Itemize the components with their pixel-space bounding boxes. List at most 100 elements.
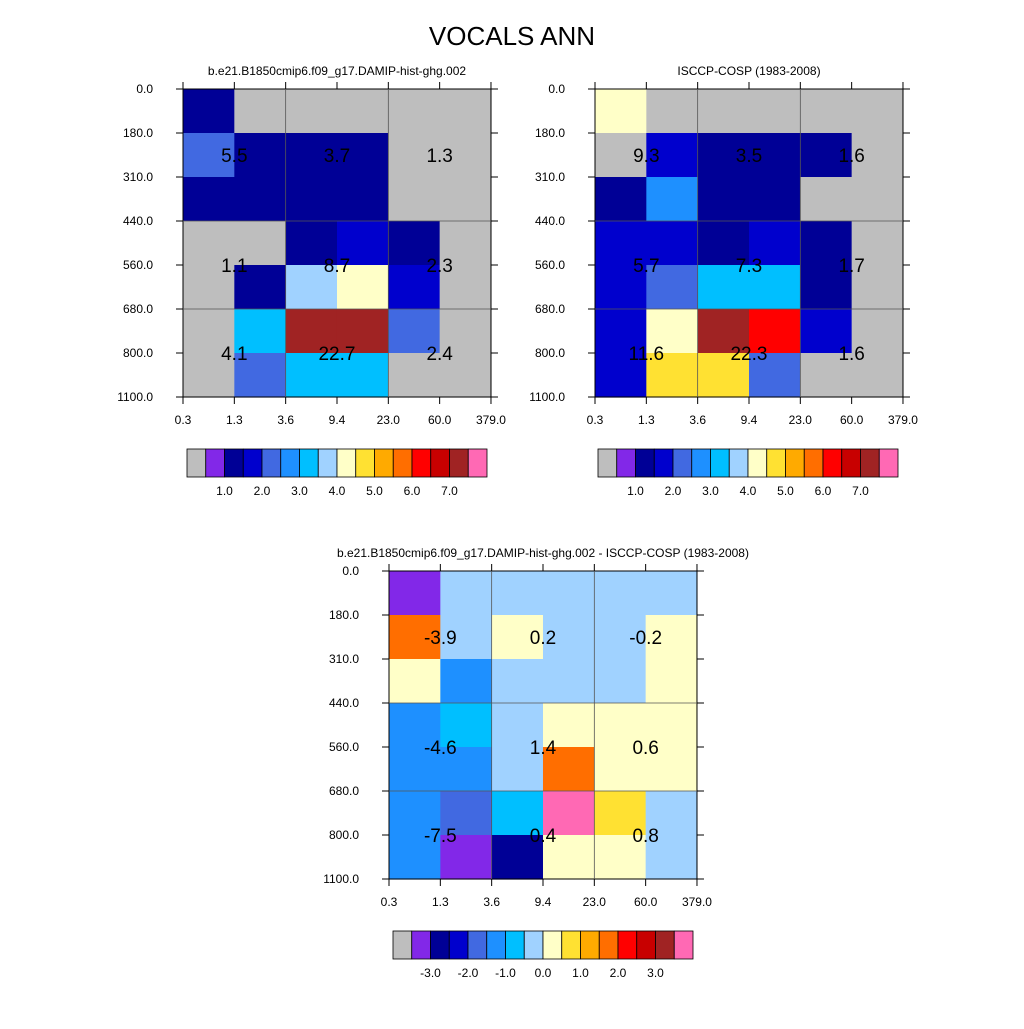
- heatmap-cell: [389, 747, 441, 792]
- colorbar-swatch: [355, 448, 375, 478]
- x-tick-label: 23.0: [377, 413, 401, 427]
- block-value-label: -0.2: [629, 628, 662, 649]
- colorbar-label: 1.0: [216, 484, 233, 498]
- x-tick-label: 1.3: [432, 895, 449, 909]
- x-tick-label: 3.6: [689, 413, 706, 427]
- heatmap-cell: [336, 177, 389, 222]
- heatmap-cell: [594, 835, 647, 880]
- x-tick-label: 9.4: [741, 413, 758, 427]
- y-tick-label: 180.0: [535, 126, 565, 140]
- block-value-label: 8.7: [324, 256, 350, 277]
- x-tick-label: 1.3: [638, 413, 655, 427]
- colorbar-swatch: [430, 930, 450, 960]
- block-value-label: 0.6: [632, 738, 658, 759]
- heatmap-cell: [439, 133, 492, 178]
- colorbar-swatch: [224, 448, 244, 478]
- x-tick-label: 23.0: [789, 413, 813, 427]
- colorbar-label: 3.0: [702, 484, 719, 498]
- block-value-label: 0.4: [530, 826, 557, 847]
- heatmap-cell: [491, 747, 544, 792]
- y-tick-label: 180.0: [329, 608, 359, 622]
- heatmap-cell: [388, 221, 441, 266]
- heatmap-cell: [800, 265, 853, 310]
- heatmap-cell: [800, 177, 853, 222]
- heatmap-cell: [440, 747, 493, 792]
- y-tick-label: 800.0: [329, 828, 359, 842]
- colorbar-swatch: [822, 448, 843, 478]
- y-tick-label: 440.0: [535, 214, 565, 228]
- colorbar-swatch: [617, 930, 638, 960]
- heatmap-cell: [336, 89, 389, 134]
- y-tick-label: 310.0: [123, 170, 153, 184]
- heatmap-cell: [594, 659, 647, 704]
- heatmap-cell: [491, 659, 544, 704]
- colorbar-swatch: [878, 448, 899, 478]
- colorbar-swatch: [728, 448, 749, 478]
- colorbar-swatch: [430, 448, 450, 478]
- heatmap-cell: [697, 221, 750, 266]
- heatmap-cell: [285, 221, 338, 266]
- heatmap-cell: [800, 221, 853, 266]
- heatmap-cell: [234, 265, 287, 310]
- colorbar-swatch: [336, 448, 357, 478]
- heatmap-panel-3: 0.3 1.3 3.6 9.4 23.0 60.0 379.0 0.0 180.0 310.0 44…: [323, 546, 749, 980]
- colorbar-swatch: [467, 448, 488, 478]
- panel-title: b.e21.B1850cmip6.f09_g17.DAMIP-hist-ghg.…: [337, 546, 749, 560]
- heatmap-cell: [439, 177, 492, 222]
- colorbar-label: 4.0: [740, 484, 757, 498]
- heatmap-cell: [234, 89, 287, 134]
- heatmap-cell: [542, 747, 595, 792]
- colorbar-label: 5.0: [366, 484, 383, 498]
- colorbar-swatch: [636, 930, 656, 960]
- heatmap-cell: [491, 615, 544, 660]
- heatmap-cell: [594, 791, 647, 836]
- x-tick-label: 60.0: [840, 413, 864, 427]
- x-tick-label: 3.6: [483, 895, 500, 909]
- colorbar-label: 2.0: [665, 484, 682, 498]
- colorbar-swatch: [766, 448, 786, 478]
- colorbar-swatch: [653, 448, 674, 478]
- heatmap-cell: [285, 309, 338, 354]
- y-tick-label: 680.0: [329, 784, 359, 798]
- block-value-label: -7.5: [424, 826, 457, 847]
- heatmap-cell: [646, 309, 699, 354]
- heatmap-cell: [389, 659, 441, 704]
- colorbar-label: -1.0: [495, 966, 516, 980]
- block-value-label: 1.6: [838, 146, 864, 167]
- colorbar-swatch: [785, 448, 805, 478]
- y-tick-label: 180.0: [123, 126, 153, 140]
- block-value-label: 1.7: [838, 256, 864, 277]
- y-tick-label: 800.0: [123, 346, 153, 360]
- colorbar-swatch: [691, 448, 711, 478]
- heatmap-cell: [542, 835, 595, 880]
- heatmap-cell: [645, 703, 698, 748]
- colorbar-swatch: [597, 448, 618, 478]
- heatmap-cell: [595, 265, 647, 310]
- heatmap-cell: [748, 221, 801, 266]
- colorbar-label: 6.0: [404, 484, 421, 498]
- colorbar-swatch: [561, 930, 581, 960]
- heatmap-cell: [440, 835, 493, 880]
- colorbar-swatch: [411, 930, 431, 960]
- heatmap-cell: [595, 309, 647, 354]
- heatmap-cell: [594, 571, 647, 616]
- heatmap-cell: [183, 89, 235, 134]
- heatmap-panel-1: 0.3 1.3 3.6 9.4 23.0 60.0 379.0 0.0 180.0 310.0 44…: [117, 64, 506, 498]
- x-tick-label: 379.0: [476, 413, 506, 427]
- heatmap-cell: [748, 265, 801, 310]
- heatmap-cell: [800, 353, 853, 398]
- colorbar-swatch: [673, 930, 694, 960]
- colorbar-label: 1.0: [627, 484, 644, 498]
- heatmap-cell: [645, 571, 698, 616]
- heatmap-cell: [851, 89, 904, 134]
- heatmap-cell: [645, 747, 698, 792]
- heatmap-cell: [491, 703, 544, 748]
- heatmap-cell: [697, 353, 750, 398]
- colorbar-swatch: [710, 448, 730, 478]
- panel-title: b.e21.B1850cmip6.f09_g17.DAMIP-hist-ghg.…: [208, 64, 466, 78]
- heatmap-cell: [389, 571, 441, 616]
- heatmap-cell: [440, 791, 493, 836]
- y-tick-label: 310.0: [329, 652, 359, 666]
- x-tick-label: 379.0: [682, 895, 712, 909]
